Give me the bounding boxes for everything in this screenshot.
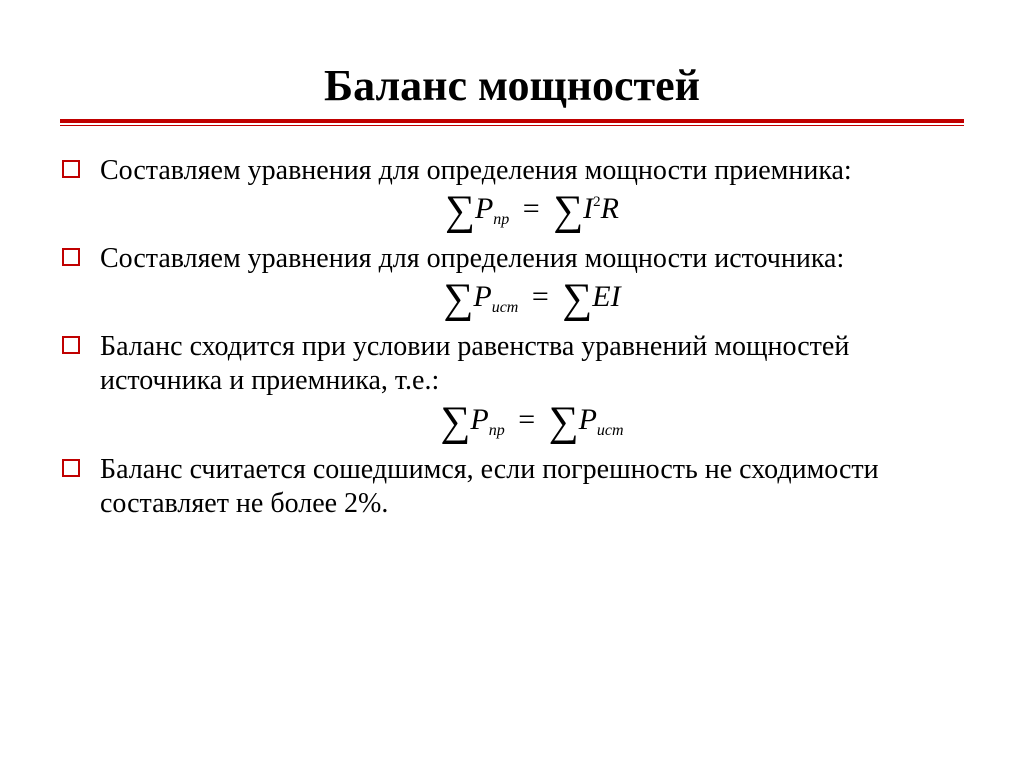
- formula: ∑Pпр = ∑Pист: [100, 401, 964, 443]
- square-bullet-icon: [62, 248, 80, 266]
- sigma-icon: ∑: [443, 278, 473, 320]
- title-underline: [60, 119, 964, 126]
- bullet-text: Составляем уравнения для определения мощ…: [100, 243, 844, 274]
- bullet-item: Составляем уравнения для определения мощ…: [60, 154, 964, 232]
- bullet-item: Баланс сходится при условии равенства ур…: [60, 330, 964, 442]
- bullet-text: Баланс сходится при условии равенства ур…: [100, 331, 849, 396]
- formula: ∑Pпр = ∑I2R: [100, 190, 964, 232]
- bullet-text: Составляем уравнения для определения мощ…: [100, 155, 852, 186]
- bullet-text: Баланс считается сошедшимся, если погреш…: [100, 454, 879, 519]
- bullet-item: Составляем уравнения для определения мощ…: [60, 242, 964, 320]
- sigma-icon: ∑: [562, 278, 592, 320]
- sigma-icon: ∑: [549, 401, 579, 443]
- square-bullet-icon: [62, 336, 80, 354]
- sigma-icon: ∑: [553, 190, 583, 232]
- bullet-list: Составляем уравнения для определения мощ…: [60, 154, 964, 521]
- sigma-icon: ∑: [440, 401, 470, 443]
- bullet-item: Баланс считается сошедшимся, если погреш…: [60, 453, 964, 521]
- sigma-icon: ∑: [445, 190, 475, 232]
- slide-title: Баланс мощностей: [60, 60, 964, 111]
- square-bullet-icon: [62, 160, 80, 178]
- formula: ∑Pист = ∑EI: [100, 278, 964, 320]
- slide: Баланс мощностей Составляем уравнения дл…: [0, 0, 1024, 768]
- square-bullet-icon: [62, 459, 80, 477]
